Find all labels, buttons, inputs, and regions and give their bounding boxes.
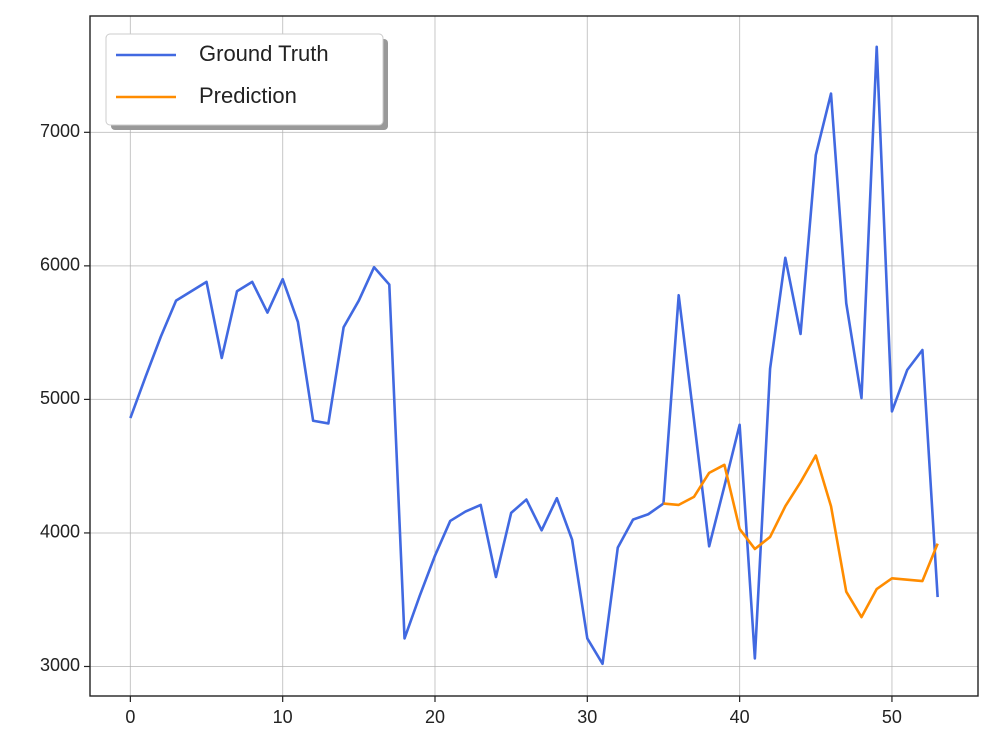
x-tick-label: 10 bbox=[273, 707, 293, 727]
x-tick-label: 0 bbox=[125, 707, 135, 727]
x-tick-label: 50 bbox=[882, 707, 902, 727]
x-tick-label: 20 bbox=[425, 707, 445, 727]
y-tick-label: 3000 bbox=[40, 655, 80, 675]
y-tick-label: 4000 bbox=[40, 522, 80, 542]
legend-label: Prediction bbox=[199, 83, 297, 108]
y-tick-label: 5000 bbox=[40, 388, 80, 408]
legend-label: Ground Truth bbox=[199, 41, 329, 66]
y-tick-label: 6000 bbox=[40, 255, 80, 275]
plot-frame bbox=[89, 15, 979, 697]
data-line bbox=[129, 45, 939, 666]
y-tick-label: 7000 bbox=[40, 121, 80, 141]
data-line bbox=[663, 454, 939, 619]
x-tick-label: 30 bbox=[577, 707, 597, 727]
x-tick-label: 40 bbox=[730, 707, 750, 727]
legend-box bbox=[105, 33, 384, 126]
